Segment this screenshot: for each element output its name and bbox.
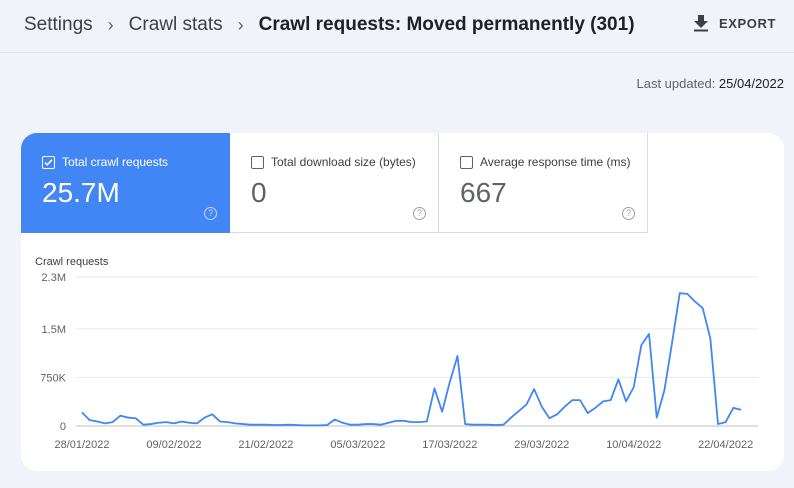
y-tick-label: 1.5M	[42, 324, 66, 336]
tile-label: Total download size (bytes)	[271, 155, 416, 169]
x-tick-label: 17/03/2022	[422, 439, 477, 451]
help-icon[interactable]: ?	[622, 207, 635, 220]
x-tick-label: 10/04/2022	[606, 439, 661, 451]
tile-average-response-time[interactable]: Average response time (ms) 667 ?	[439, 133, 648, 233]
y-axis-ticks: 0 750K 1.5M 2.3M	[40, 272, 66, 433]
last-updated-label: Last updated:	[636, 76, 716, 91]
tile-header: Average response time (ms)	[460, 155, 631, 169]
metric-tiles: Total crawl requests 25.7M ? Total downl…	[21, 133, 648, 233]
tile-header: Total download size (bytes)	[251, 155, 416, 169]
x-tick-label: 21/02/2022	[238, 439, 293, 451]
last-updated-value: 25/04/2022	[718, 76, 784, 91]
x-tick-label: 28/01/2022	[54, 439, 109, 451]
x-axis-ticks: 28/01/2022 09/02/2022 21/02/2022 05/03/2022…	[54, 439, 753, 451]
crawl-stats-card: Total crawl requests 25.7M ? Total downl…	[21, 133, 784, 471]
download-icon	[693, 15, 708, 32]
tile-total-download-size[interactable]: Total download size (bytes) 0 ?	[230, 133, 439, 233]
series-line	[81, 292, 742, 427]
tile-total-crawl-requests[interactable]: Total crawl requests 25.7M ?	[21, 133, 230, 233]
checkbox-icon[interactable]	[460, 155, 473, 169]
y-axis-label: Crawl requests	[35, 256, 109, 268]
top-bar: Settings › Crawl stats › Crawl requests:…	[0, 0, 794, 53]
chevron-right-icon: ›	[237, 14, 244, 35]
x-tick-label: 22/04/2022	[698, 439, 753, 451]
tile-header: Total crawl requests	[42, 155, 168, 169]
crawl-requests-chart: Crawl requests 0 750K 1.5M 2.3M 28/01/2022 0…	[35, 256, 758, 451]
y-tick-label: 0	[60, 421, 66, 433]
help-icon[interactable]: ?	[204, 207, 217, 220]
breadcrumb-settings[interactable]: Settings	[24, 14, 93, 35]
checkbox-icon[interactable]	[251, 155, 264, 169]
export-label: EXPORT	[718, 15, 776, 31]
y-tick-label: 2.3M	[42, 272, 66, 284]
help-icon[interactable]: ?	[413, 207, 426, 220]
last-updated: Last updated: 25/04/2022	[637, 76, 785, 91]
chart-grid	[76, 276, 758, 427]
tile-label: Average response time (ms)	[480, 155, 631, 169]
chevron-right-icon: ›	[107, 14, 114, 35]
page-title: Crawl requests: Moved permanently (301)	[258, 14, 635, 35]
breadcrumb-crawl-stats[interactable]: Crawl stats	[128, 14, 223, 35]
tile-value: 667	[460, 177, 507, 208]
x-tick-label: 05/03/2022	[330, 439, 385, 451]
export-button[interactable]: EXPORT	[693, 14, 776, 32]
breadcrumb: Settings › Crawl stats › Crawl requests:…	[24, 14, 635, 36]
tile-value: 25.7M	[42, 177, 120, 208]
y-tick-label: 750K	[40, 372, 66, 384]
x-tick-label: 29/03/2022	[514, 439, 569, 451]
tile-value: 0	[251, 177, 267, 208]
x-tick-label: 09/02/2022	[146, 439, 201, 451]
checkbox-checked-icon[interactable]	[42, 155, 55, 169]
tile-label: Total crawl requests	[62, 155, 169, 169]
